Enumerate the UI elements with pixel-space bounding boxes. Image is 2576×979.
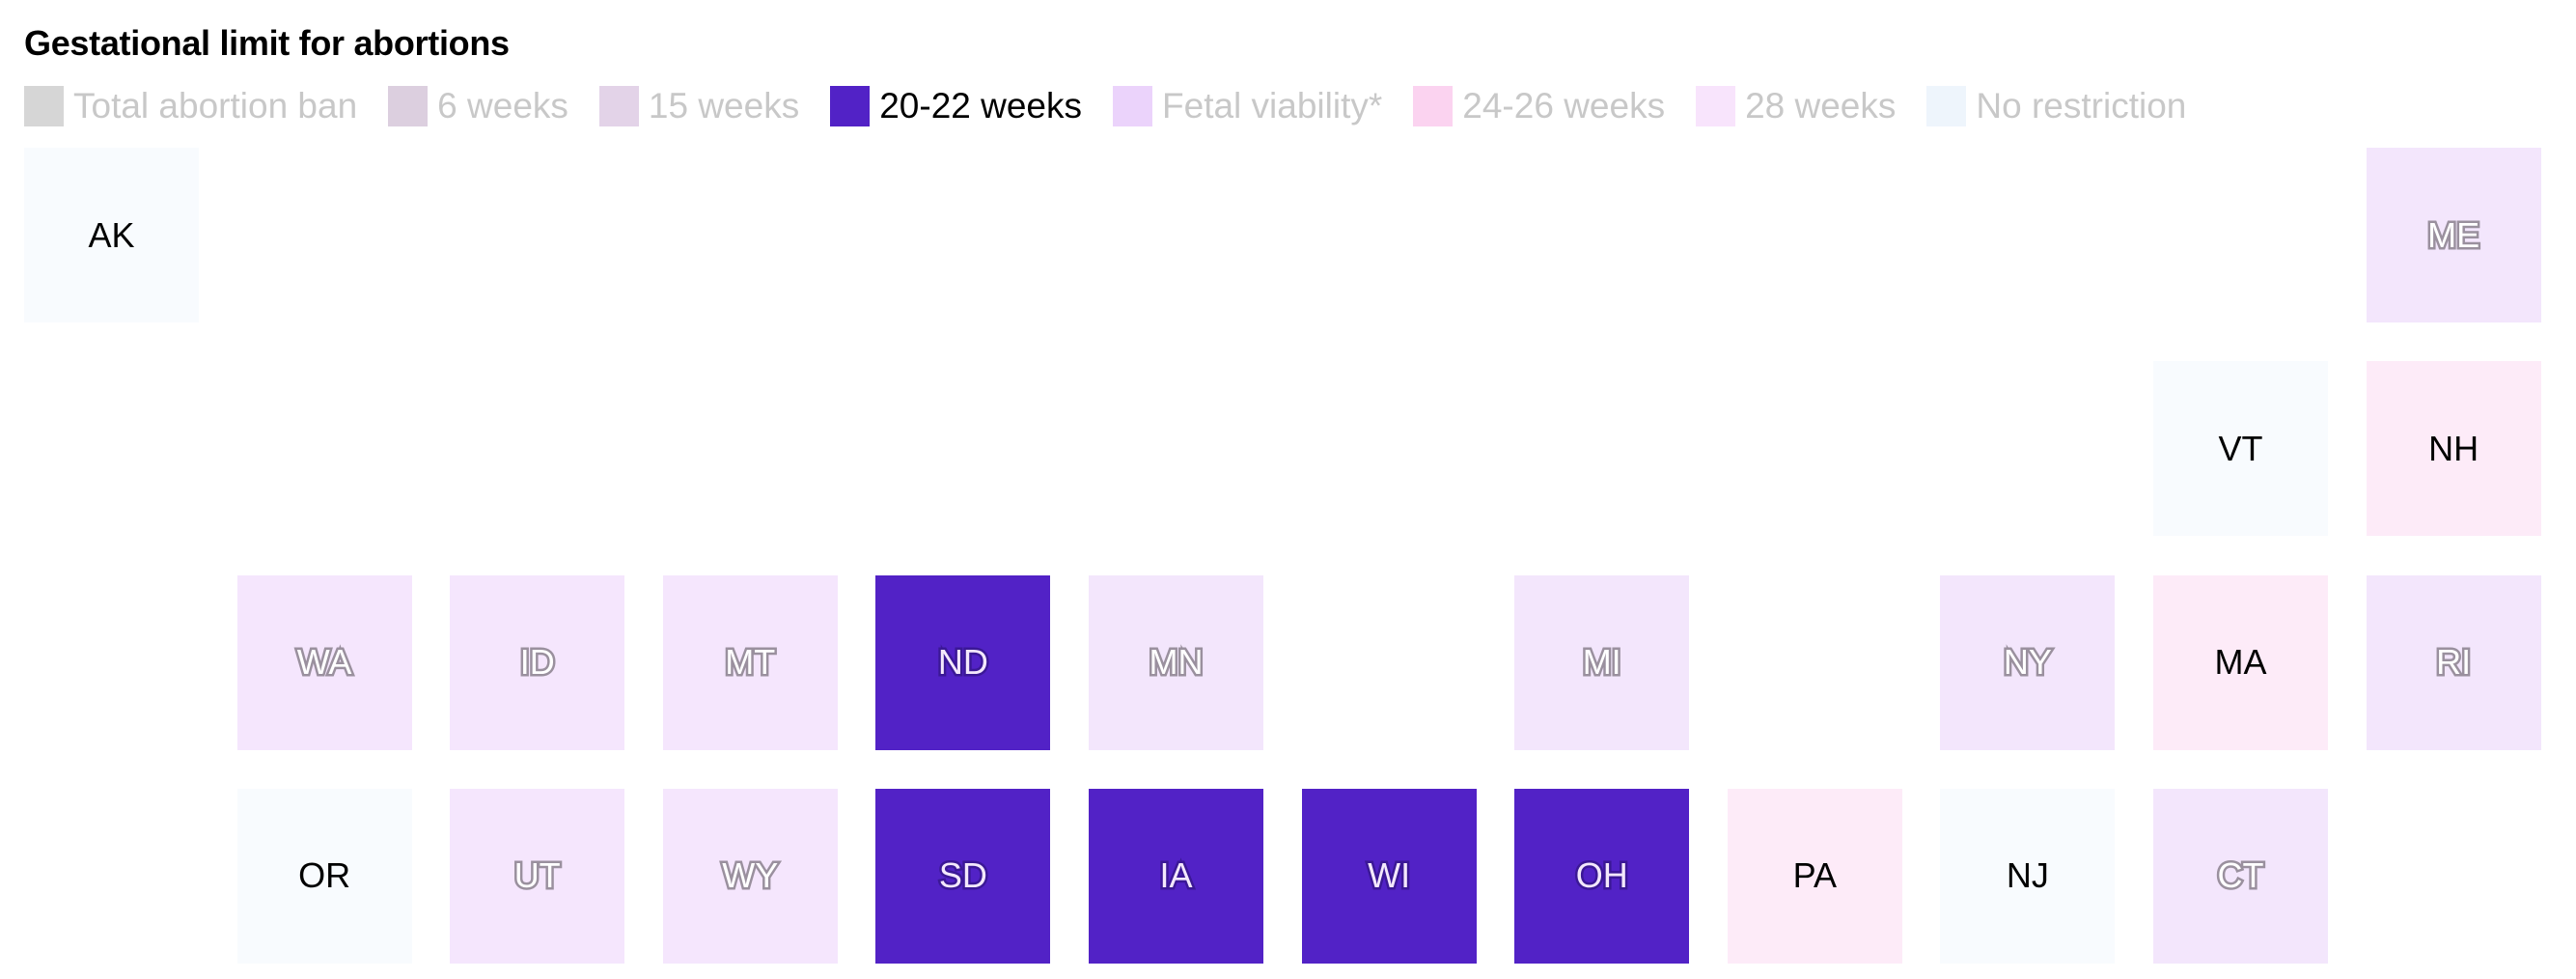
state-tile-ny[interactable]: NY	[1940, 574, 2116, 750]
legend-item[interactable]: 6 weeks	[388, 86, 568, 126]
state-label: SD	[936, 853, 989, 898]
state-tile-pa[interactable]: PA	[1727, 788, 1902, 964]
legend-swatch	[1696, 86, 1736, 126]
legend-label: No restriction	[1976, 86, 2187, 126]
state-tile-sd[interactable]: SD	[875, 788, 1051, 964]
legend-swatch	[24, 86, 64, 126]
legend-item[interactable]: No restriction	[1926, 86, 2186, 126]
state-tile-mn[interactable]: MN	[1089, 574, 1263, 750]
state-tile-nj[interactable]: NJ	[1940, 788, 2116, 964]
state-tile-ri[interactable]: RI	[2366, 574, 2541, 750]
state-tile-nd[interactable]: ND	[875, 574, 1051, 750]
state-label: ND	[935, 640, 990, 685]
state-label: VT	[2218, 428, 2263, 468]
state-tile-ma[interactable]: MA	[2153, 574, 2328, 750]
state-label: WY	[720, 853, 781, 898]
legend: Total abortion ban 6 weeks 15 weeks 20-22 w…	[24, 86, 2217, 126]
state-label: WI	[1366, 853, 1413, 898]
legend-label: 28 weeks	[1745, 86, 1897, 126]
legend-label: 15 weeks	[648, 86, 800, 126]
state-label: MN	[1147, 640, 1205, 685]
state-tile-ia[interactable]: IA	[1089, 788, 1263, 964]
state-label: NY	[2001, 640, 2054, 685]
state-tile-nh[interactable]: NH	[2366, 361, 2541, 537]
state-tile-wy[interactable]: WY	[662, 788, 838, 964]
legend-swatch	[388, 86, 429, 126]
state-label: MA	[2214, 642, 2267, 683]
state-label: CT	[2215, 853, 2266, 898]
state-tile-mt[interactable]: MT	[662, 574, 838, 750]
legend-label: 20-22 weeks	[879, 86, 1083, 126]
legend-item[interactable]: 15 weeks	[598, 86, 800, 126]
legend-item[interactable]: 24-26 weeks	[1413, 86, 1665, 126]
state-tile-wa[interactable]: WA	[236, 574, 412, 750]
legend-label: 6 weeks	[437, 86, 568, 126]
state-tile-me[interactable]: ME	[2366, 148, 2541, 322]
legend-item[interactable]: Fetal viability*	[1113, 86, 1382, 126]
state-tile-or[interactable]: OR	[236, 788, 412, 964]
legend-item[interactable]: 20-22 weeks	[830, 86, 1082, 126]
state-label: WA	[294, 640, 354, 685]
chart-title: Gestational limit for abortions	[24, 23, 510, 63]
state-tile-ct[interactable]: CT	[2153, 788, 2328, 964]
state-tile-ut[interactable]: UT	[450, 788, 625, 964]
state-label: MI	[1580, 640, 1623, 685]
state-label: OH	[1573, 853, 1630, 898]
state-label: RI	[2434, 640, 2474, 685]
state-tile-oh[interactable]: OH	[1514, 788, 1690, 964]
state-tile-id[interactable]: ID	[450, 574, 625, 750]
state-label: OR	[298, 855, 351, 896]
legend-item[interactable]: Total abortion ban	[24, 86, 357, 126]
legend-item[interactable]: 28 weeks	[1696, 86, 1896, 126]
state-label: AK	[88, 214, 135, 255]
legend-label: Total abortion ban	[73, 86, 358, 126]
state-tile-ak[interactable]: AK	[24, 148, 199, 322]
state-tile-mi[interactable]: MI	[1514, 574, 1690, 750]
state-label: NJ	[2006, 855, 2049, 896]
legend-swatch	[1113, 86, 1153, 126]
state-tile-wi[interactable]: WI	[1301, 788, 1477, 964]
legend-swatch	[598, 86, 639, 126]
state-label: PA	[1792, 855, 1837, 896]
legend-swatch	[830, 86, 871, 126]
legend-swatch	[1413, 86, 1454, 126]
state-tile-vt[interactable]: VT	[2153, 361, 2328, 537]
state-label: ID	[517, 640, 557, 685]
state-label: MT	[723, 640, 778, 685]
legend-swatch	[1926, 86, 1967, 126]
state-label: UT	[512, 853, 563, 898]
state-label: NH	[2428, 428, 2479, 468]
state-label: ME	[2425, 212, 2482, 257]
state-label: IA	[1157, 853, 1195, 898]
legend-label: Fetal viability*	[1162, 86, 1383, 126]
legend-label: 24-26 weeks	[1462, 86, 1666, 126]
